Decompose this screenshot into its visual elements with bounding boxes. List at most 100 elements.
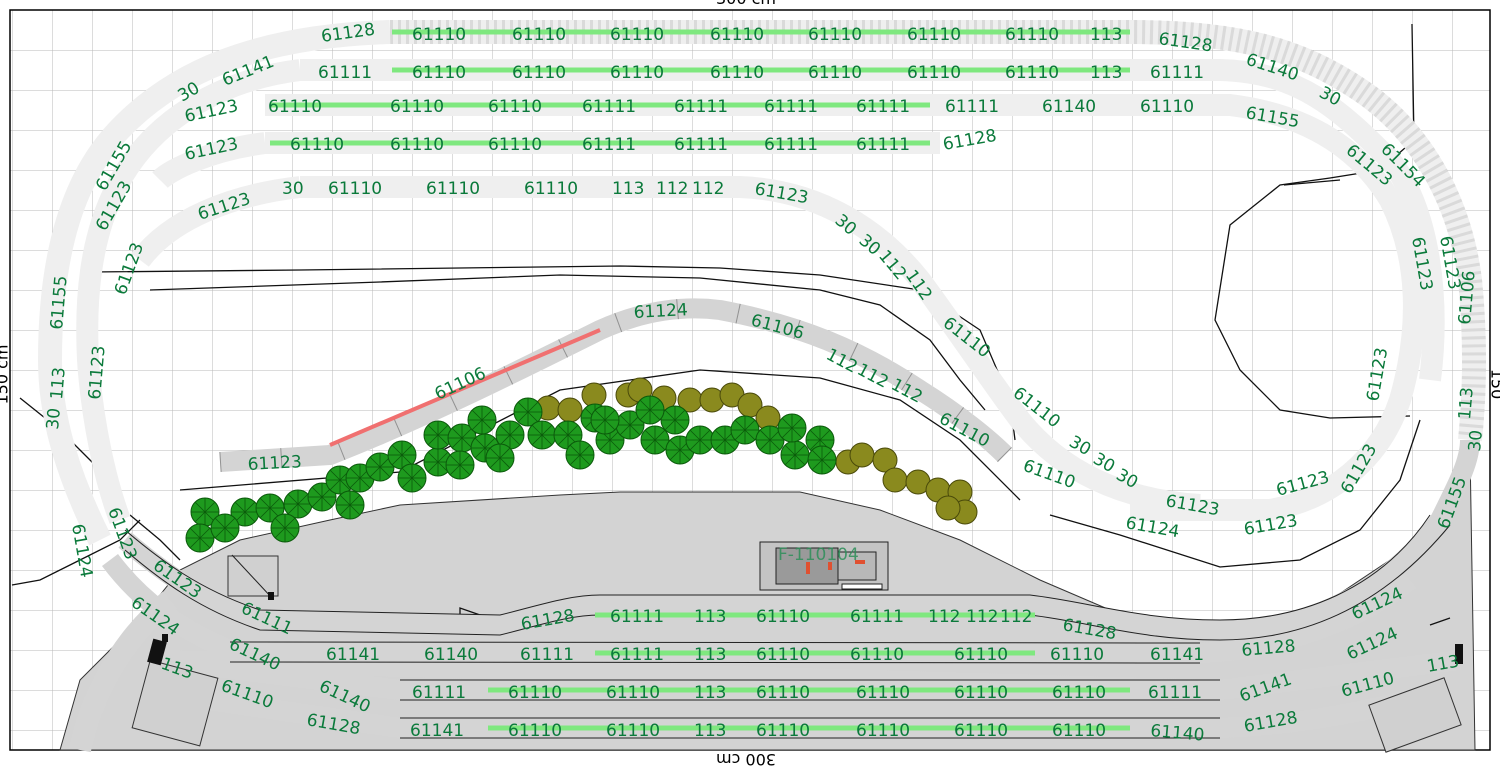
tree-branch <box>401 454 413 466</box>
tree-branch <box>781 427 793 439</box>
track-piece-label: 61110 <box>512 25 566 45</box>
upper-loop-left-outer <box>37 20 391 546</box>
track-piece-label: 61110 <box>610 63 664 83</box>
track-piece-label: 61110 <box>1052 721 1106 741</box>
tree-branch <box>649 409 661 421</box>
track-piece-label: 113 <box>694 721 726 741</box>
tree-branch <box>401 477 413 489</box>
tree-branch <box>541 424 553 436</box>
tree-branch <box>349 494 361 506</box>
tree-branch <box>284 527 296 539</box>
track-piece-label: 61111 <box>582 135 636 155</box>
track-piece-label: 61110 <box>808 25 862 45</box>
track-piece-label: 61110 <box>907 25 961 45</box>
tree-branch <box>401 467 413 479</box>
track-piece-label: 61111 <box>674 97 728 117</box>
track-piece-label: 61111 <box>945 97 999 117</box>
tree-branch <box>379 466 391 478</box>
track-piece-label: 61140 <box>1150 721 1206 746</box>
tree-branch <box>451 437 463 449</box>
upper-row3-track <box>265 94 1425 521</box>
track-piece-label: 61111 <box>764 135 818 155</box>
track-piece-label: 61111 <box>520 645 574 665</box>
tree-branch <box>499 457 511 469</box>
track-piece-label: 61111 <box>856 97 910 117</box>
tree-branch <box>427 424 439 436</box>
tree-branch <box>744 429 756 441</box>
tree-branch <box>437 434 449 446</box>
tree-branch <box>794 454 806 466</box>
dimension-top: 300 cm <box>716 0 776 8</box>
track-piece-label: 61110 <box>426 179 480 199</box>
track-piece-label: 61110 <box>512 63 566 83</box>
tree-branch <box>459 454 471 466</box>
tree-branch <box>311 486 323 498</box>
tree-branch <box>664 419 676 431</box>
tree-branch <box>194 501 206 513</box>
tree-branch <box>674 419 686 431</box>
tree-branch <box>527 411 539 423</box>
tree-branch <box>427 434 439 446</box>
upper-siding-highlights <box>270 29 1130 146</box>
tree-branch <box>699 429 711 441</box>
tree-branch <box>679 449 691 461</box>
tree-branch <box>759 439 771 451</box>
tree-branch <box>579 444 591 456</box>
tree-branch <box>644 439 656 451</box>
tree-branch <box>199 537 211 549</box>
tree-branch <box>274 517 286 529</box>
track-piece-label: 113 <box>1090 63 1122 83</box>
track-piece-label: 113 <box>612 179 644 199</box>
tree-branch <box>724 439 736 451</box>
tree-branch <box>297 493 309 505</box>
tree-branch <box>499 434 511 446</box>
track-piece-label: 61110 <box>268 97 322 117</box>
tree-branch <box>411 477 423 489</box>
track-piece-label: 61110 <box>488 97 542 117</box>
tree-branch <box>474 447 486 459</box>
track-piece-label: 61111 <box>1150 63 1204 83</box>
tree-branch <box>527 401 539 413</box>
tree-branch <box>509 434 521 446</box>
tree-branch <box>437 461 449 473</box>
tree-branch <box>349 477 361 489</box>
olive-tree <box>557 397 583 423</box>
tree-branch <box>321 496 333 508</box>
track-piece-label: 61124 <box>633 300 688 323</box>
track-piece-label: 61111 <box>610 607 664 627</box>
tree-branch <box>781 417 793 429</box>
track-piece-label: 61111 <box>318 63 372 83</box>
tree-branch <box>199 527 211 539</box>
track-piece-label: 61110 <box>808 63 862 83</box>
tree-branch <box>734 419 746 431</box>
track-piece-label: 61110 <box>290 135 344 155</box>
tree-branch <box>481 409 493 421</box>
tree-branch <box>599 439 611 451</box>
track-piece-label: 61111 <box>1148 683 1202 703</box>
tree-branch <box>674 409 686 421</box>
tree-branch <box>224 517 236 529</box>
tree-branch <box>204 501 216 513</box>
track-piece-label: 61110 <box>856 721 910 741</box>
tree-branch <box>669 439 681 451</box>
tree-branch <box>189 537 201 549</box>
tree-branch <box>669 449 681 461</box>
tree-branch <box>391 444 403 456</box>
track-piece-label: 61155 <box>47 275 72 331</box>
tree-branch <box>744 419 756 431</box>
tree-branch <box>734 429 746 441</box>
tree-branch <box>329 479 341 491</box>
tree-branch <box>274 527 286 539</box>
tree-branch <box>531 424 543 436</box>
track-piece-label: 61110 <box>1140 97 1194 117</box>
tree-group <box>185 377 978 553</box>
tree-branch <box>759 429 771 441</box>
tree-branch <box>269 497 281 509</box>
tree-branch <box>401 444 413 456</box>
tree-branch <box>784 454 796 466</box>
tree-branch <box>654 439 666 451</box>
track-piece-label: 30 <box>1465 429 1487 452</box>
tree-branch <box>594 409 606 421</box>
tree-branch <box>189 527 201 539</box>
tree-branch <box>214 517 226 529</box>
